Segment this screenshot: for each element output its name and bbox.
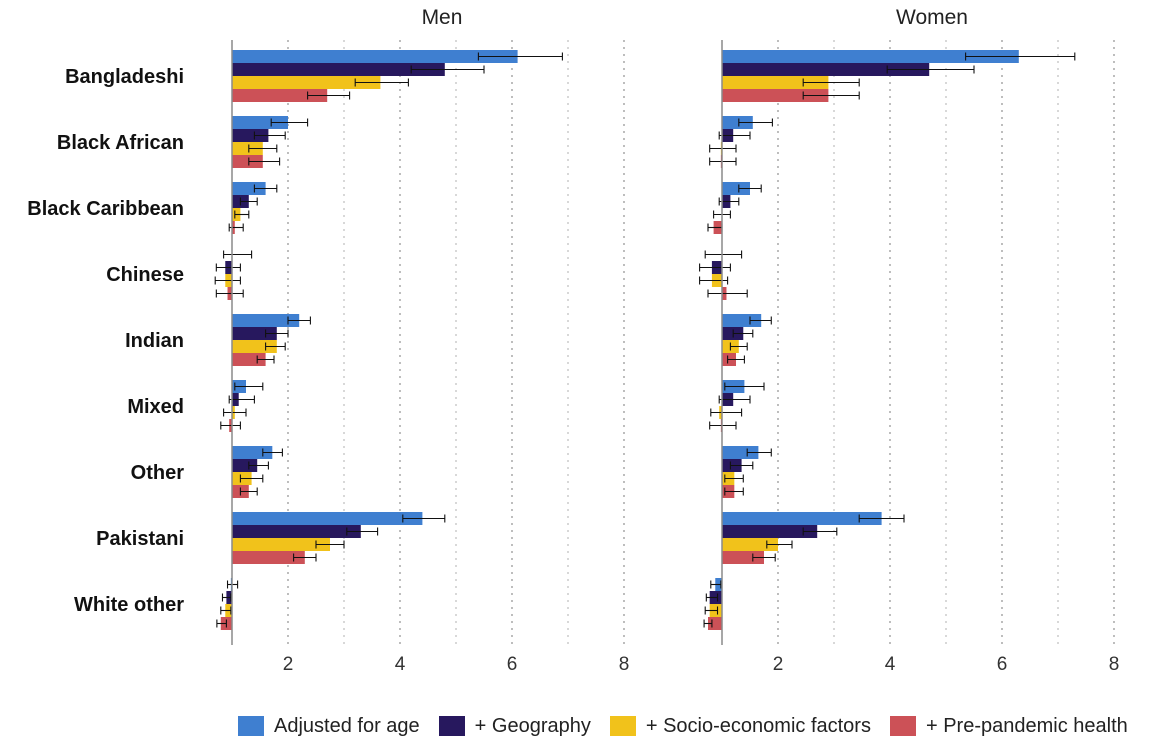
legend-swatch bbox=[889, 716, 916, 736]
legend-item: + Socio-economic factors bbox=[609, 714, 871, 738]
legend-label: Adjusted for age bbox=[274, 714, 420, 737]
legend-label: + Socio-economic factors bbox=[645, 714, 871, 737]
bar bbox=[232, 314, 300, 327]
bar bbox=[722, 538, 778, 551]
bar bbox=[232, 76, 381, 89]
x-tick-label: 6 bbox=[507, 654, 518, 675]
legend-swatch bbox=[438, 716, 465, 736]
bar bbox=[232, 551, 305, 564]
legend-item: + Geography bbox=[438, 714, 591, 738]
category-label: White other bbox=[74, 594, 184, 616]
bar bbox=[232, 116, 288, 129]
category-label: Pakistani bbox=[96, 528, 184, 550]
bar bbox=[232, 63, 445, 76]
bar bbox=[722, 89, 829, 102]
panel-title: Women bbox=[896, 6, 968, 29]
category-label: Other bbox=[131, 462, 185, 484]
bar bbox=[722, 63, 930, 76]
x-tick-label: 2 bbox=[773, 654, 784, 675]
bar bbox=[232, 50, 518, 63]
bar bbox=[722, 327, 744, 340]
legend-swatch bbox=[238, 716, 264, 736]
bar bbox=[232, 129, 269, 142]
bar bbox=[722, 525, 818, 538]
bar bbox=[722, 50, 1019, 63]
category-label: Mixed bbox=[127, 396, 184, 418]
bar bbox=[232, 512, 423, 525]
category-label: Black Caribbean bbox=[27, 198, 184, 220]
category-label: Black African bbox=[57, 132, 184, 154]
bar bbox=[722, 116, 753, 129]
bar bbox=[232, 89, 328, 102]
x-tick-label: 8 bbox=[1109, 654, 1120, 675]
bar bbox=[722, 76, 829, 89]
bar bbox=[232, 446, 273, 459]
chart-svg: Men 2 4 6 8 Women 2 4 6 8 Bangladeshi Black African… bbox=[27, 6, 1120, 675]
bar bbox=[722, 446, 759, 459]
bar bbox=[722, 314, 762, 327]
bar bbox=[232, 525, 361, 538]
x-tick-label: 2 bbox=[283, 654, 294, 675]
bar bbox=[722, 182, 750, 195]
bar bbox=[722, 512, 882, 525]
x-tick-label: 6 bbox=[997, 654, 1008, 675]
panel-title: Men bbox=[422, 6, 463, 29]
legend: Adjusted for age + Geography + Socio-econo… bbox=[238, 712, 1147, 740]
bar bbox=[232, 155, 263, 168]
bar bbox=[232, 538, 330, 551]
legend-label: + Pre-pandemic health bbox=[925, 714, 1128, 737]
category-label: Indian bbox=[125, 330, 184, 352]
legend-swatch bbox=[609, 716, 636, 736]
bar bbox=[722, 551, 764, 564]
bar bbox=[232, 459, 258, 472]
legend-item: + Pre-pandemic health bbox=[889, 714, 1128, 738]
x-tick-label: 4 bbox=[395, 654, 406, 675]
x-tick-label: 8 bbox=[619, 654, 630, 675]
legend-label: + Geography bbox=[474, 714, 591, 737]
x-tick-label: 4 bbox=[885, 654, 896, 675]
legend-item: Adjusted for age bbox=[238, 715, 420, 738]
bar bbox=[232, 182, 266, 195]
category-label: Chinese bbox=[106, 264, 184, 286]
category-label: Bangladeshi bbox=[65, 66, 184, 88]
bar bbox=[232, 142, 263, 155]
